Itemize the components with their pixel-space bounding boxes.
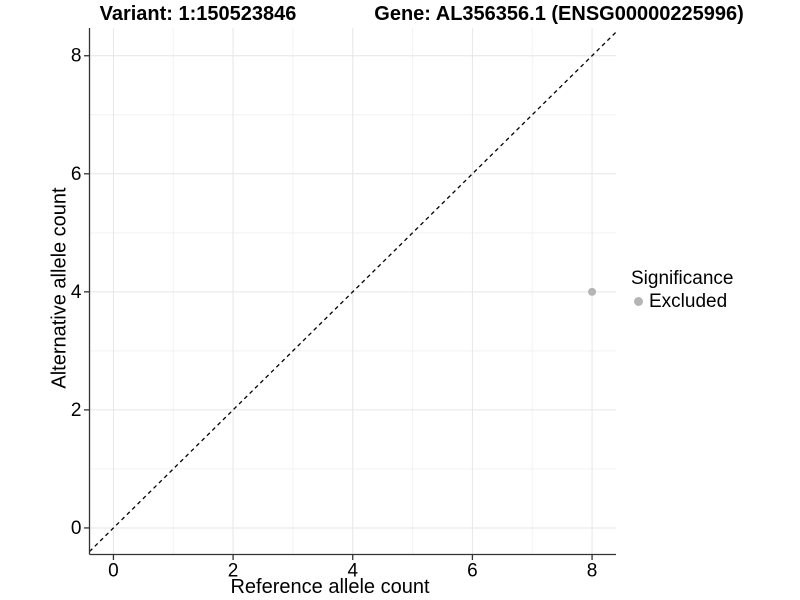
x-tick-label: 8 xyxy=(587,560,598,581)
legend-entry-label: Excluded xyxy=(649,291,728,312)
y-axis-title: Alternative allele count xyxy=(48,187,71,389)
x-tick-label: 2 xyxy=(228,560,239,581)
y-tick-label: 0 xyxy=(71,518,82,539)
legend-entry-excluded: Excluded xyxy=(631,292,733,311)
x-tick-label: 6 xyxy=(467,560,478,581)
x-tick-label: 0 xyxy=(108,560,119,581)
legend-title: Significance xyxy=(631,268,734,289)
y-tick-label: 2 xyxy=(71,400,82,421)
data-point xyxy=(588,287,597,296)
variant-title: Variant: 1:150523846 xyxy=(99,3,297,25)
y-tick-label: 8 xyxy=(71,46,82,67)
y-tick-label: 4 xyxy=(71,282,82,303)
x-axis-title: Reference allele count xyxy=(230,576,430,598)
x-tick-label: 4 xyxy=(347,560,358,581)
gene-title: Gene: AL356356.1 (ENSG00000225996) xyxy=(374,3,744,25)
identity-reference-line xyxy=(89,31,617,553)
legend: Significance Excluded xyxy=(631,269,733,311)
y-tick-label: 6 xyxy=(71,164,82,185)
excluded-point-icon xyxy=(634,297,643,306)
